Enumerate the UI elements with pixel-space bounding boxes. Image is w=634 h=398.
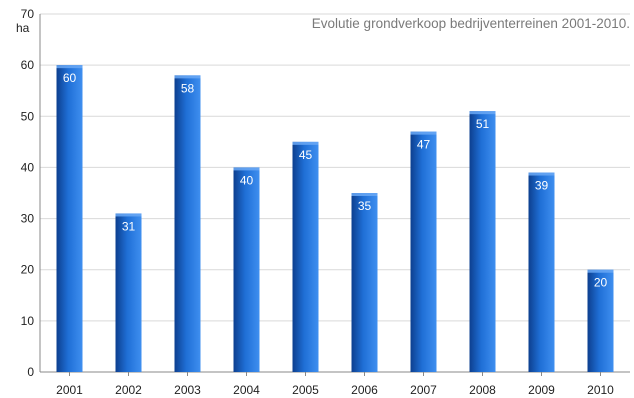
- x-tick-label: 2009: [528, 383, 555, 397]
- bar: [292, 141, 319, 372]
- bar: [174, 75, 201, 372]
- bar-top-highlight: [469, 111, 496, 115]
- bar-top-highlight: [528, 172, 555, 176]
- bar: [528, 172, 555, 372]
- x-tick-label: 2007: [410, 383, 437, 397]
- bar-value-label: 31: [122, 219, 136, 233]
- bar-top-highlight: [115, 213, 142, 217]
- x-tick-label: 2006: [351, 383, 378, 397]
- y-tick-label: 0: [27, 365, 34, 379]
- bar-top-highlight: [292, 141, 319, 145]
- bar: [233, 167, 260, 372]
- bar-top-highlight: [351, 193, 378, 196]
- x-tick-label: 2008: [469, 383, 496, 397]
- bar-value-label: 40: [240, 173, 254, 187]
- bar: [587, 269, 614, 372]
- y-axis-unit-label: ha: [16, 21, 30, 35]
- x-tick-label: 2004: [233, 383, 260, 397]
- y-tick-label: 70: [21, 7, 35, 21]
- bar-value-label: 20: [594, 276, 608, 290]
- x-tick-label: 2003: [174, 383, 201, 397]
- x-tick-label: 2010: [587, 383, 614, 397]
- bar-value-label: 47: [417, 138, 431, 152]
- bar-top-highlight: [174, 75, 201, 79]
- bar-top-highlight: [587, 269, 614, 273]
- bar-value-label: 39: [535, 179, 549, 193]
- x-tick-label: 2002: [115, 383, 142, 397]
- bar: [469, 111, 496, 373]
- y-tick-label: 30: [21, 212, 35, 226]
- y-tick-label: 10: [21, 314, 35, 328]
- bar: [410, 131, 437, 372]
- bar-value-label: 51: [476, 117, 490, 131]
- bar-top-highlight: [410, 131, 437, 135]
- bar: [56, 65, 83, 373]
- bar: [351, 193, 378, 372]
- bar: [115, 213, 142, 372]
- bar-value-label: 35: [358, 199, 372, 213]
- bar-top-highlight: [56, 65, 83, 69]
- bar-value-label: 58: [181, 81, 195, 95]
- y-tick-label: 40: [21, 160, 35, 174]
- bar-value-label: 45: [299, 148, 313, 162]
- bar-value-label: 60: [63, 71, 77, 85]
- bar-top-highlight: [233, 167, 260, 171]
- x-tick-label: 2005: [292, 383, 319, 397]
- y-tick-label: 60: [21, 58, 35, 72]
- chart-title: Evolutie grondverkoop bedrijventerreinen…: [311, 16, 630, 31]
- x-tick-label: 2001: [56, 383, 83, 397]
- y-tick-label: 20: [21, 263, 35, 277]
- bars: [56, 65, 614, 373]
- y-tick-label: 50: [21, 109, 35, 123]
